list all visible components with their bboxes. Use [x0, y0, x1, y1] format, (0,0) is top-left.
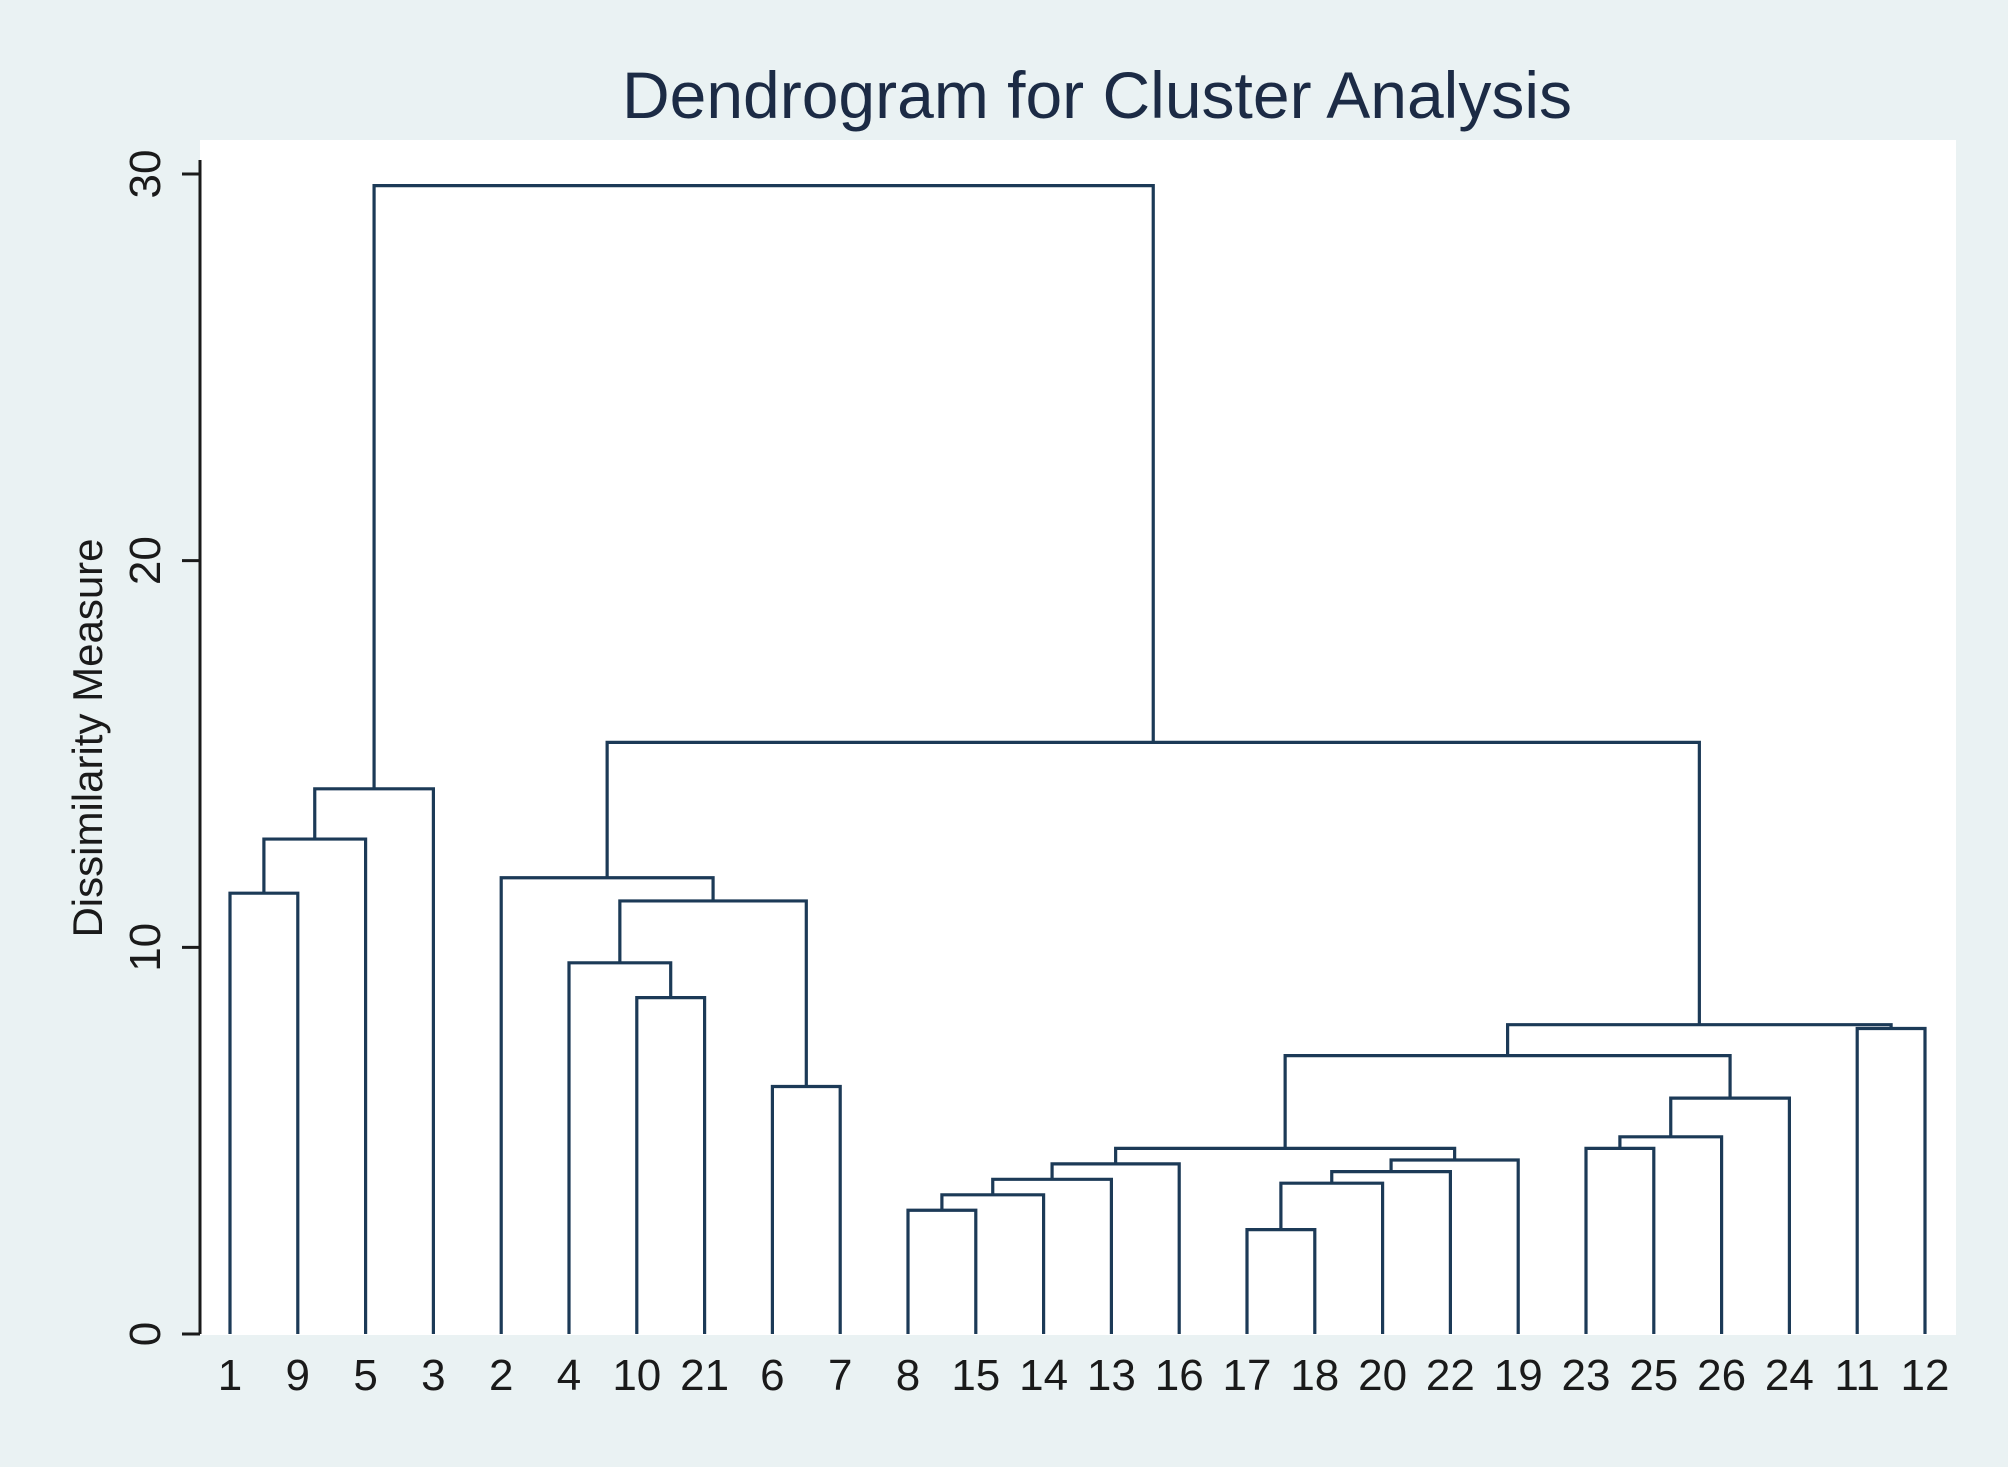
y-tick-label: 0	[121, 1322, 170, 1346]
leaf-label: 2	[489, 1351, 513, 1400]
leaf-label: 13	[1087, 1351, 1136, 1400]
leaf-label: 8	[896, 1351, 920, 1400]
leaf-label: 1	[218, 1351, 242, 1400]
leaf-label: 11	[1834, 1351, 1880, 1400]
leaf-label: 7	[828, 1351, 852, 1400]
leaf-label: 19	[1494, 1351, 1543, 1400]
leaf-label: 20	[1358, 1351, 1407, 1400]
y-tick-label: 30	[121, 150, 170, 199]
leaf-label: 5	[353, 1351, 377, 1400]
leaf-label: 23	[1562, 1351, 1611, 1400]
leaf-label: 16	[1155, 1351, 1204, 1400]
chart-title: Dendrogram for Cluster Analysis	[622, 58, 1572, 132]
leaf-label: 4	[557, 1351, 581, 1400]
y-tick-label: 20	[121, 536, 170, 585]
leaf-label: 25	[1629, 1351, 1678, 1400]
leaf-label: 9	[286, 1351, 310, 1400]
dendrogram-link	[1050, 1162, 1181, 1334]
dendrogram-links	[228, 184, 1927, 1334]
y-axis: 0 10 20 30	[121, 150, 202, 1346]
dendrogram-link	[906, 1208, 978, 1334]
y-tick-label: 10	[121, 923, 170, 972]
x-axis-leaf-labels: 1 9 5 3 2 4 10 21 6 7 8 15 14 13 16 17 18 20 22 19 23 25 26 24 1…	[218, 1351, 1950, 1400]
dendrogram-link	[1506, 1023, 1893, 1056]
plot-area	[200, 140, 1956, 1335]
leaf-label: 6	[760, 1351, 784, 1400]
leaf-label: 17	[1223, 1351, 1272, 1400]
dendrogram-link	[262, 837, 368, 1334]
leaf-label: 21	[680, 1351, 729, 1400]
leaf-label: 14	[1019, 1351, 1068, 1400]
leaf-label: 22	[1426, 1351, 1475, 1400]
leaf-label: 12	[1901, 1351, 1950, 1400]
dendrogram-link	[372, 184, 1155, 789]
leaf-label: 15	[951, 1351, 1000, 1400]
y-axis-label: Dissimilarity Measure	[64, 538, 111, 937]
leaf-label: 26	[1697, 1351, 1746, 1400]
leaf-label: 18	[1290, 1351, 1339, 1400]
leaf-label: 10	[612, 1351, 661, 1400]
leaf-label: 3	[421, 1351, 445, 1400]
leaf-label: 24	[1765, 1351, 1814, 1400]
